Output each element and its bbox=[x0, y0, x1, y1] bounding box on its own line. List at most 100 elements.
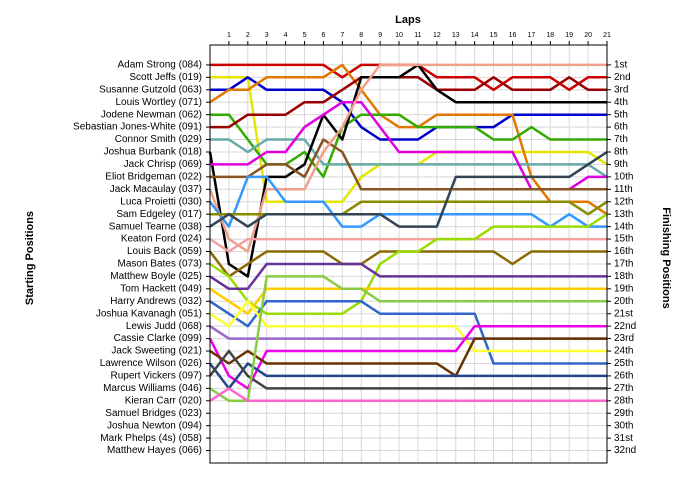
y-tick-label: Adam Strong (084) bbox=[118, 60, 203, 71]
y2-tick-label: 27th bbox=[614, 383, 633, 394]
y-tick-label: Scott Jeffs (019) bbox=[129, 72, 202, 83]
y-tick-label: Rupert Vickers (097) bbox=[110, 371, 202, 382]
x-tick-label: 2 bbox=[246, 32, 250, 39]
x-tick-label: 11 bbox=[414, 32, 421, 39]
x-tick-label: 21 bbox=[603, 32, 611, 39]
position-line bbox=[209, 337, 607, 378]
y2-tick-label: 5th bbox=[614, 109, 628, 120]
y2-tick-label: 6th bbox=[614, 122, 628, 133]
position-line bbox=[209, 275, 607, 403]
position-line bbox=[209, 262, 607, 291]
position-line bbox=[209, 213, 608, 315]
position-line bbox=[209, 387, 607, 403]
y2-tick-label: 9th bbox=[614, 159, 628, 170]
x-tick-label: 15 bbox=[490, 32, 498, 39]
position-line bbox=[208, 63, 607, 278]
y-tick-label: Jack Sweeting (021) bbox=[111, 346, 202, 357]
y-tick-label: Lawrence Wilson (026) bbox=[100, 358, 202, 369]
y2-tick-label: 10th bbox=[614, 172, 633, 183]
y2-tick-label: 8th bbox=[614, 147, 628, 158]
x-tick-label: 4 bbox=[284, 32, 288, 39]
y2-tick-label: 17th bbox=[614, 259, 633, 270]
y-tick-label: Sebastian Jones-White (091) bbox=[73, 122, 202, 133]
y-tick-label: Jack Chrisp (069) bbox=[124, 159, 202, 170]
y2-tick-label: 11th bbox=[614, 184, 633, 195]
y-tick-label: Samuel Tearne (038) bbox=[109, 221, 202, 232]
y2-tick-label: 2nd bbox=[614, 72, 631, 83]
x-tick-label: 16 bbox=[509, 32, 517, 39]
y-tick-label: Kieran Carr (020) bbox=[125, 395, 202, 406]
y-tick-label: Marcus Williams (046) bbox=[103, 383, 202, 394]
y-tick-label: Tom Hackett (049) bbox=[120, 283, 202, 294]
y2-tick-label: 24th bbox=[614, 346, 633, 357]
x-tick-label: 17 bbox=[527, 32, 535, 39]
position-line bbox=[209, 349, 607, 390]
y-tick-label: Jodene Newman (062) bbox=[101, 109, 202, 120]
y-tick-label: Harry Andrews (032) bbox=[110, 296, 202, 307]
y-tick-label: Luca Proietti (030) bbox=[120, 196, 202, 207]
y-tick-label: Joshua Kavanagh (051) bbox=[96, 308, 202, 319]
y2-tick-label: 16th bbox=[614, 246, 633, 257]
y-tick-label: Mason Bates (073) bbox=[118, 259, 203, 270]
x-tick-label: 9 bbox=[378, 32, 382, 39]
y2-tick-label: 12th bbox=[614, 196, 633, 207]
chart-title: Laps bbox=[395, 14, 421, 26]
y2-tick-label: 20th bbox=[614, 296, 633, 307]
y2-tick-label: 28th bbox=[614, 395, 633, 406]
y2-tick-label: 29th bbox=[614, 408, 633, 419]
y2-tick-label: 22nd bbox=[614, 321, 636, 332]
y2-tick-label: 21st bbox=[614, 308, 633, 319]
y-tick-label: Sam Edgeley (017) bbox=[116, 209, 202, 220]
y-tick-label: Jack Macaulay (037) bbox=[110, 184, 202, 195]
y2-tick-label: 30th bbox=[614, 420, 633, 431]
y2-tick-label: 25th bbox=[614, 358, 633, 369]
x-tick-label: 14 bbox=[471, 32, 479, 39]
y2-tick-label: 3rd bbox=[614, 84, 628, 95]
y-tick-label: Louis Wortley (071) bbox=[115, 97, 202, 108]
y-tick-label: Matthew Hayes (066) bbox=[107, 445, 202, 456]
x-tick-label: 3 bbox=[265, 32, 269, 39]
lines bbox=[208, 63, 608, 403]
y-tick-label: Mark Phelps (4s) (058) bbox=[100, 433, 202, 444]
x-tick-label: 12 bbox=[433, 32, 441, 39]
position-line bbox=[210, 138, 608, 178]
x-tick-label: 7 bbox=[340, 32, 344, 39]
plot-border bbox=[209, 44, 608, 464]
y2-tick-label: 18th bbox=[614, 271, 633, 282]
x-tick-label: 6 bbox=[321, 32, 325, 39]
x-tick-label: 8 bbox=[359, 32, 363, 39]
y2-tick-label: 23rd bbox=[614, 333, 634, 344]
y2-tick-label: 26th bbox=[614, 371, 633, 382]
position-line bbox=[210, 76, 607, 129]
y2-tick-label: 15th bbox=[614, 234, 633, 245]
y2-tick-label: 14th bbox=[614, 221, 633, 232]
x-tick-label: 18 bbox=[546, 32, 554, 39]
y2-tick-label: 1st bbox=[614, 60, 628, 71]
y2-tick-label: 32nd bbox=[614, 445, 636, 456]
y-tick-label: Samuel Bridges (023) bbox=[105, 408, 202, 419]
y-tick-label: Lewis Judd (068) bbox=[126, 321, 202, 332]
position-line bbox=[209, 237, 607, 253]
x-tick-label: 19 bbox=[565, 32, 573, 39]
position-line bbox=[210, 76, 607, 141]
y-tick-label: Cassie Clarke (099) bbox=[114, 333, 202, 344]
y-tick-label: Matthew Boyle (025) bbox=[110, 271, 202, 282]
y-tick-label: Keaton Ford (024) bbox=[121, 234, 202, 245]
y-tick-label: Susanne Gutzold (063) bbox=[99, 84, 202, 95]
x-tick-label: 1 bbox=[227, 32, 231, 39]
y-tick-label: Eliot Bridgeman (022) bbox=[105, 172, 202, 183]
x-tick-label: 5 bbox=[303, 32, 307, 39]
x-tick-label: 13 bbox=[452, 32, 460, 39]
y-tick-label: Joshua Newton (094) bbox=[107, 420, 202, 431]
y-tick-label: Louis Back (059) bbox=[127, 246, 202, 257]
y2-tick-label: 19th bbox=[614, 283, 633, 294]
y2-tick-label: 4th bbox=[614, 97, 628, 108]
y2-tick-label: 31st bbox=[614, 433, 633, 444]
y2-tick-label: 7th bbox=[614, 134, 628, 145]
y-tick-label: Joshua Burbank (018) bbox=[104, 147, 202, 158]
position-line bbox=[209, 287, 607, 315]
position-line bbox=[209, 300, 607, 365]
position-line bbox=[209, 150, 608, 228]
y-axis-label: Starting Positions bbox=[24, 211, 36, 305]
